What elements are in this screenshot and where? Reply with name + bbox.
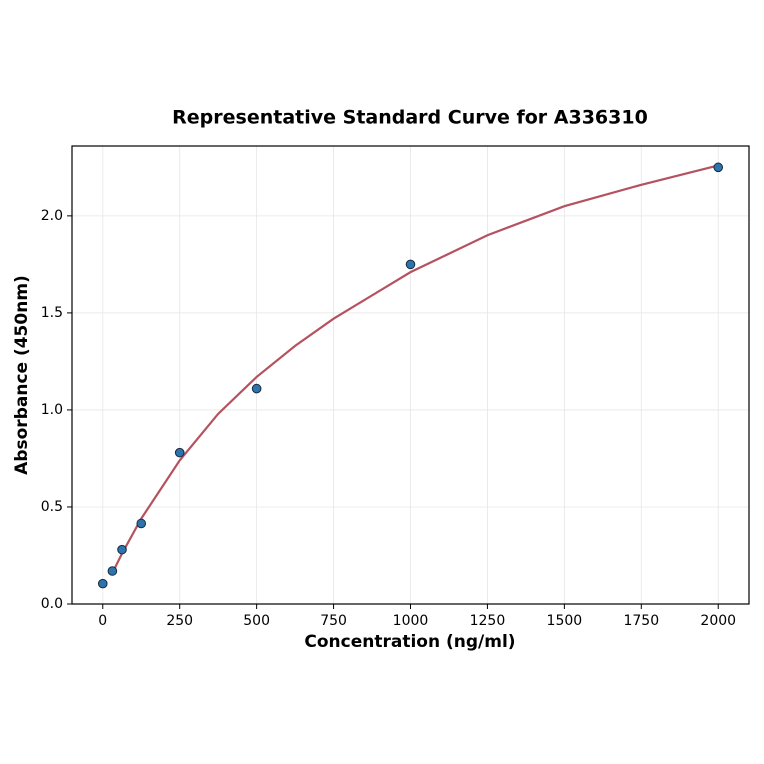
- x-tick-label: 750: [320, 613, 347, 629]
- x-tick-label: 250: [166, 613, 193, 629]
- fit-curve: [111, 164, 719, 574]
- data-point: [107, 566, 118, 576]
- x-tick-label: 0: [98, 613, 107, 629]
- data-point: [405, 259, 416, 270]
- data-point: [117, 544, 127, 555]
- y-tick-label: 1.0: [41, 402, 63, 418]
- data-point: [251, 383, 262, 394]
- x-axis-label: Concentration (ng/ml): [304, 632, 515, 652]
- chart-title: Representative Standard Curve for A33631…: [172, 107, 648, 129]
- x-tick-label: 1750: [623, 613, 659, 629]
- x-tick-label: 2000: [700, 613, 736, 629]
- y-tick-label: 2.0: [41, 208, 63, 224]
- x-tick-label: 1250: [470, 613, 506, 629]
- y-tick-label: 0.5: [41, 499, 63, 515]
- data-point: [174, 447, 185, 458]
- x-tick-label: 500: [243, 613, 270, 629]
- x-tick-label: 1500: [547, 613, 583, 629]
- y-tick-label: 0.0: [41, 596, 63, 612]
- data-point: [97, 578, 108, 589]
- y-axis-label: Absorbance (450nm): [12, 275, 32, 475]
- y-tick-label: 1.5: [41, 305, 63, 321]
- data-point: [713, 162, 724, 173]
- plot-frame: [71, 145, 750, 605]
- x-tick-label: 1000: [393, 613, 429, 629]
- data-point: [136, 518, 147, 529]
